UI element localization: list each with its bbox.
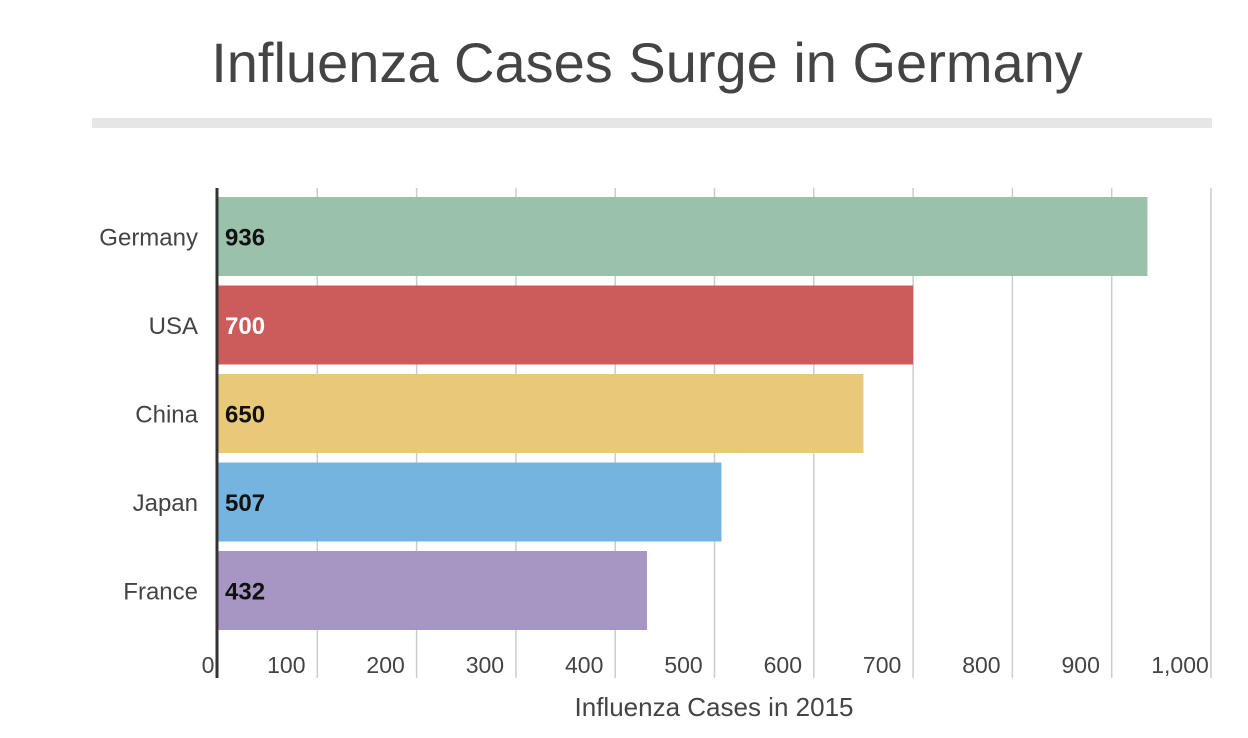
bar-germany: [218, 197, 1148, 276]
bar-usa: [218, 285, 914, 365]
x-tick-label: 400: [565, 652, 603, 678]
x-axis-title: Influenza Cases in 2015: [575, 692, 854, 722]
category-label: China: [135, 402, 198, 429]
bar-france: [218, 551, 647, 630]
x-tick-label: 600: [764, 652, 802, 678]
bars: [218, 197, 1148, 630]
x-tick-label: 0: [202, 652, 215, 678]
x-tick-label: 500: [664, 652, 702, 678]
bar-japan: [218, 462, 722, 542]
x-tick-label: 200: [366, 652, 404, 678]
x-tick-label: 300: [466, 652, 504, 678]
x-tick-label: 700: [863, 652, 901, 678]
x-tick-label: 100: [267, 652, 305, 678]
category-label: USA: [149, 313, 198, 340]
chart-title: Influenza Cases Surge in Germany: [211, 31, 1083, 94]
x-tick-label: 900: [1062, 652, 1100, 678]
category-label: Japan: [133, 490, 198, 517]
labels: 0 100 200 300 400 500 600 700 800 900 1,000 936 Germ…: [99, 225, 1208, 679]
category-label: Germany: [99, 225, 198, 252]
bar-china: [218, 374, 864, 453]
title-divider: [92, 118, 1212, 128]
data-label: 432: [225, 579, 265, 606]
data-label: 700: [225, 313, 265, 340]
x-tick-label: 1,000: [1151, 652, 1209, 678]
x-tick-label: 800: [962, 652, 1000, 678]
category-label: France: [123, 579, 198, 606]
data-label: 936: [225, 225, 265, 252]
data-label: 650: [225, 402, 265, 429]
data-label: 507: [225, 490, 265, 517]
